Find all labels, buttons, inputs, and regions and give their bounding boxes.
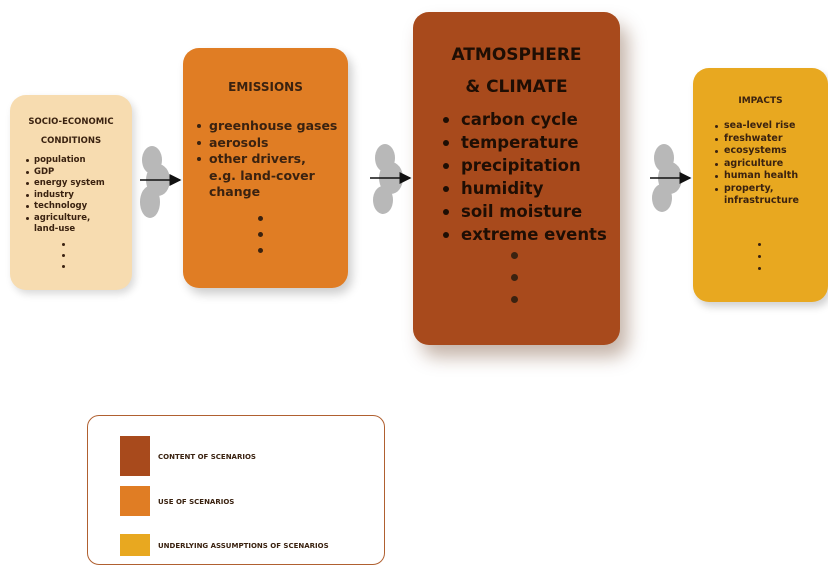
cloud — [140, 146, 170, 218]
box-item: sea-level rise — [715, 120, 828, 133]
box-item: land-use — [34, 224, 76, 234]
legend-label: CONTENT OF SCENARIOS — [158, 453, 256, 461]
box-item: industry — [26, 190, 132, 202]
box: IMPACTS sea-level rise freshwater ecosystem… — [693, 68, 828, 302]
box-item: technology — [26, 201, 132, 213]
box-item: extreme events — [443, 223, 620, 246]
legend-swatch — [120, 534, 150, 556]
legend: CONTENT OF SCENARIOS USE OF SCENARIOS UN… — [87, 415, 385, 565]
cloud — [373, 144, 403, 214]
continuation-dots — [758, 243, 761, 270]
box: EMISSIONS greenhouse gases aerosols other d… — [183, 48, 348, 288]
box: ATMOSPHERE & CLIMATE carbon cycle temperatu… — [413, 12, 620, 345]
legend-label: UNDERLYING ASSUMPTIONS OF SCENARIOS — [158, 542, 329, 550]
box-title: EMISSIONS — [228, 80, 303, 94]
box-item: temperature — [443, 131, 620, 154]
box-item: agriculture — [715, 158, 828, 171]
box-item: population — [26, 155, 132, 167]
box-item: other drivers, — [197, 151, 348, 168]
box: SOCIO-ECONOMIC CONDITIONS population GDP ene… — [10, 95, 132, 290]
box-item: GDP — [26, 167, 132, 179]
box-item: aerosols — [197, 135, 348, 152]
legend-label: USE OF SCENARIOS — [158, 498, 235, 506]
box-item: change — [209, 184, 261, 199]
box-title: SOCIO-ECONOMIC — [28, 117, 114, 127]
box-item: ecosystems — [715, 145, 828, 158]
continuation-dots — [258, 216, 263, 253]
box-item: humidity — [443, 177, 620, 200]
box-item: greenhouse gases — [197, 118, 348, 135]
box-item: agriculture, — [26, 213, 132, 225]
box-title: ATMOSPHERE — [451, 45, 582, 65]
box-item: property, — [715, 183, 828, 196]
box-title: & CLIMATE — [465, 77, 568, 97]
legend-swatch — [120, 486, 150, 516]
box-item: freshwater — [715, 133, 828, 146]
continuation-dots — [511, 252, 518, 303]
box-item: carbon cycle — [443, 108, 620, 131]
box-item: human health — [715, 170, 828, 183]
box-item: infrastructure — [724, 195, 799, 206]
box-title: CONDITIONS — [40, 136, 102, 146]
box-item: precipitation — [443, 154, 620, 177]
box-item: soil moisture — [443, 200, 620, 223]
continuation-dots — [62, 243, 65, 268]
legend-swatch — [120, 436, 150, 476]
box-item: e.g. land-cover — [209, 167, 315, 183]
box-title: IMPACTS — [738, 96, 783, 106]
box-item: energy system — [26, 178, 132, 190]
